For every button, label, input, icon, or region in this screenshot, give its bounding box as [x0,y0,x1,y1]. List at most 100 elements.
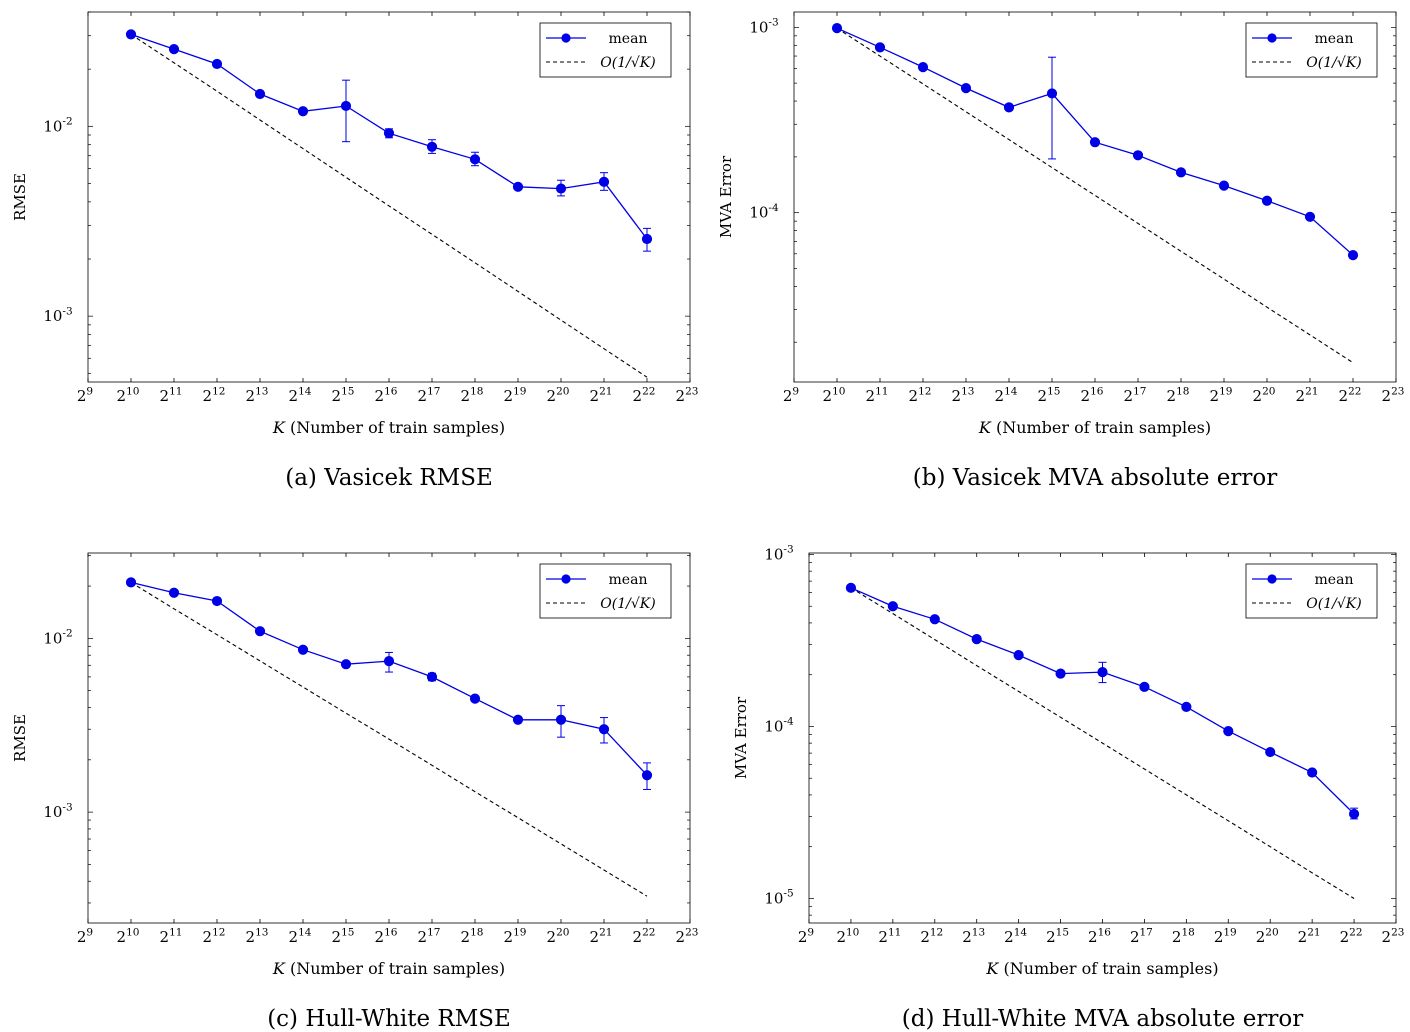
x-tick-label: 220 [1256,926,1279,946]
x-tick-label: 29 [77,385,93,405]
x-tick-label: 219 [504,926,527,946]
x-tick-label: 211 [878,926,901,946]
x-tick-label: 211 [160,926,183,946]
x-tick-label: 215 [1046,926,1069,946]
mean-point [1218,180,1230,191]
x-axis-label: K (Number of train samples) [272,959,505,978]
mean-point [254,88,266,100]
reference-line [130,33,648,378]
mean-point [426,141,438,152]
mean-point [469,154,481,165]
legend-mean-marker [1267,33,1277,43]
x-tick-label: 218 [461,385,484,405]
x-tick-label: 29 [783,385,799,405]
legend-mean-marker [561,574,571,584]
x-tick-label: 220 [1253,385,1276,405]
mean-point [1132,150,1144,161]
mean-point [887,601,898,612]
x-tick-label: 215 [332,385,355,405]
legend-mean-label: mean [1315,31,1354,47]
mean-point [960,83,972,94]
y-axis-label: MVA Error [717,155,735,238]
x-tick-label: 214 [1004,926,1027,946]
x-tick-label: 220 [547,385,570,405]
figure-caption: (a) Vasicek RMSE [285,465,493,491]
legend-mean-marker [561,33,571,43]
legend-box [1245,22,1378,78]
legend: mean O(1/√K) [1245,563,1378,619]
y-tick-label: 10-3 [749,17,778,37]
mean-point [211,595,223,607]
y-axis-label: RMSE [11,173,29,221]
mean-point [383,655,395,667]
mean-point [383,128,395,139]
mean-point [971,634,982,645]
figure-caption: (d) Hull-White MVA absolute error [902,1006,1303,1032]
x-tick-label: 214 [289,926,312,946]
x-tick-label: 219 [1214,926,1237,946]
mean-point [917,62,929,73]
x-tick-label: 221 [590,926,613,946]
legend-ref-label: O(1/√K) [1306,596,1361,612]
y-tick-label: 10-3 [43,305,72,325]
mean-point [1348,808,1360,820]
chart-panel-3: 29 210 211 212 213 214 215 216 217 218 219 220 221 22… [11,552,699,1032]
mean-point [168,44,180,55]
y-tick-label: 10-4 [749,202,779,222]
mean-point [598,176,610,187]
legend-box [539,22,672,78]
y-axis-label: MVA Error [732,696,750,779]
x-tick-label: 217 [418,385,441,405]
x-tick-label: 222 [1339,385,1362,405]
x-tick-label: 216 [1081,385,1104,405]
mean-point [1003,102,1015,113]
mean-point [1089,137,1101,148]
x-tick-label: 217 [418,926,441,946]
x-tick-label: 212 [203,385,226,405]
y-tick-label: 10-3 [43,801,72,821]
mean-point [297,644,309,655]
x-tick-label: 223 [1382,385,1405,405]
mean-point [555,714,567,725]
x-tick-label: 214 [995,385,1018,405]
chart-panel-2: 29 210 211 212 213 214 215 216 217 218 219 220 221 22… [717,11,1405,491]
legend-box [539,563,672,619]
mean-point [1347,250,1359,261]
figure-caption: (c) Hull-White RMSE [267,1006,511,1032]
x-tick-label: 216 [375,926,398,946]
figure-caption: (b) Vasicek MVA absolute error [913,465,1277,491]
x-tick-label: 222 [1340,926,1363,946]
mean-line [850,587,1355,815]
x-tick-label: 215 [332,926,355,946]
mean-point [297,106,309,117]
x-tick-label: 215 [1038,385,1061,405]
legend: mean O(1/√K) [539,563,672,619]
legend-ref-label: O(1/√K) [600,55,655,71]
x-tick-label: 211 [866,385,889,405]
mean-point [426,671,438,683]
x-tick-label: 213 [952,385,975,405]
reference-line [130,581,648,897]
x-axis-label: K (Number of train samples) [978,418,1211,437]
mean-point [469,693,481,704]
x-tick-label: 217 [1124,385,1147,405]
x-tick-label: 220 [547,926,570,946]
x-tick-label: 222 [633,385,656,405]
mean-point [555,183,567,194]
x-tick-label: 210 [117,385,140,405]
x-tick-label: 223 [676,926,699,946]
reference-line [850,587,1355,899]
y-tick-label: 10-2 [43,116,72,136]
x-tick-label: 213 [246,926,269,946]
x-tick-label: 221 [1296,385,1319,405]
y-tick-label: 10-4 [764,716,794,736]
x-tick-label: 218 [1172,926,1195,946]
x-tick-label: 217 [1130,926,1153,946]
legend-mean-label: mean [1315,572,1354,588]
x-tick-label: 223 [1382,926,1405,946]
mean-point [598,724,610,735]
mean-point [1265,746,1276,758]
y-tick-label: 10-2 [43,628,72,648]
y-tick-label: 10-3 [764,544,793,564]
